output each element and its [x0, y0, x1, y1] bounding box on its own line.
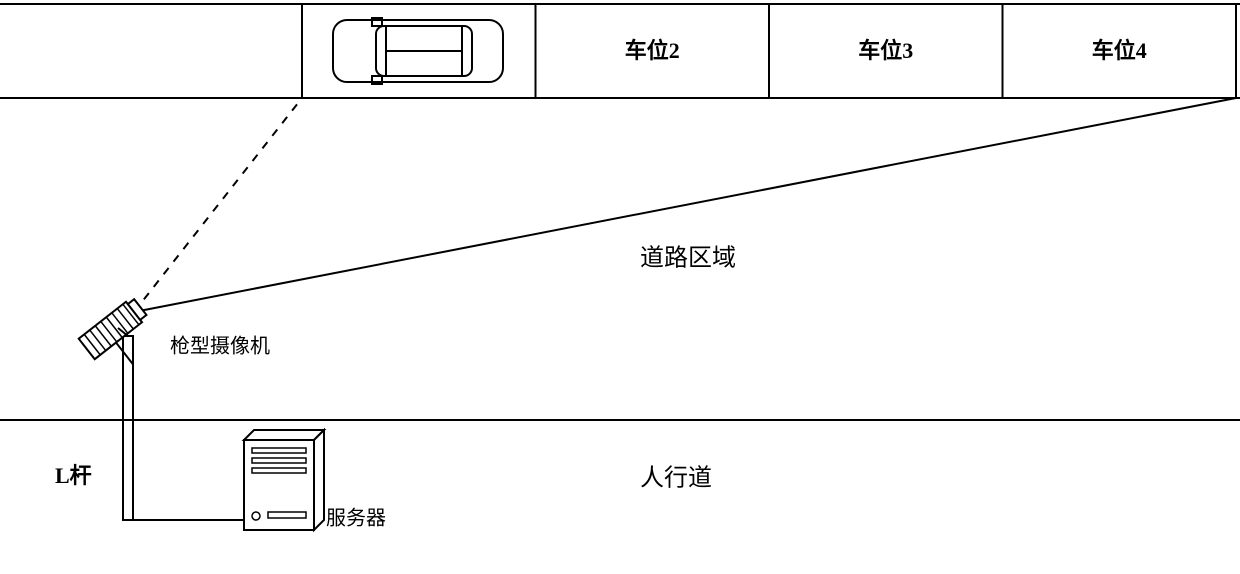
server-label: 服务器: [326, 507, 386, 530]
l-pole-label: L杆: [55, 463, 92, 488]
road-lane: [0, 4, 1240, 98]
camera-fov: [134, 98, 1236, 312]
parking-slot-label: 车位3: [858, 38, 913, 63]
sidewalk-label: 人行道: [640, 465, 712, 492]
camera-label: 枪型摄像机: [170, 335, 270, 358]
parking-slot-label: 车位2: [625, 38, 680, 63]
road-area-label: 道路区域: [640, 245, 736, 272]
car-icon: [333, 18, 503, 84]
parking-slot-label: 车位4: [1092, 38, 1147, 63]
server-icon: [133, 430, 324, 530]
